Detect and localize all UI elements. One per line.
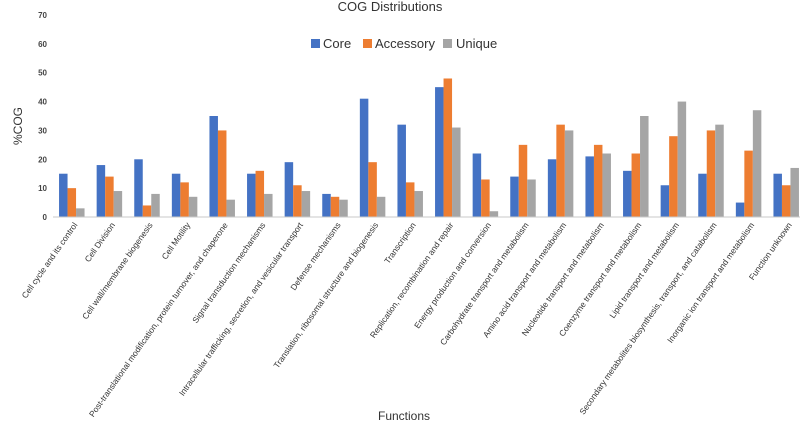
x-category-label: Energy production and conversion xyxy=(412,220,493,330)
y-axis-ticks: 0 10 20 30 40 50 60 70 xyxy=(38,11,47,222)
bar-accessory-cell-motility xyxy=(180,182,189,217)
x-axis-category-labels: Cell cycle and its control Cell DivisionC… xyxy=(19,220,794,419)
legend-swatch-accessory xyxy=(363,39,372,48)
y-tick-label: 30 xyxy=(38,126,47,135)
bar-unique-nucleotide-transport-and-metabolism xyxy=(602,153,611,217)
x-category-label: Signal transduction mechanisms xyxy=(190,220,267,325)
bar-accessory-cell-cycle-and-its-control xyxy=(67,188,77,217)
bar-core-nucleotide-transport-and-metabolism xyxy=(585,156,594,217)
y-tick-label: 0 xyxy=(43,213,48,222)
x-category-label: Cell cycle and its control xyxy=(19,220,79,300)
bar-unique-energy-production-and-conversion xyxy=(489,211,499,217)
bar-core-signal-transduction-mechanisms xyxy=(247,173,256,217)
bar-accessory-amino-acid-transport-and-metabolism xyxy=(556,124,565,217)
bar-unique-defense-mechanisms xyxy=(339,199,348,217)
y-tick-label: 60 xyxy=(38,40,47,49)
bar-core-carbohydrate-transport-and-metabolism xyxy=(510,176,519,217)
bar-core-cell-motility xyxy=(171,173,181,217)
bar-unique-cell-wall-membrane-biogenesis xyxy=(151,193,160,217)
bar-accessory-energy-production-and-conversion xyxy=(481,179,490,217)
legend-label-unique: Unique xyxy=(456,36,497,51)
legend-swatch-unique xyxy=(443,39,452,48)
bar-accessory-translation-ribosomal-structure-and-biogenesis xyxy=(368,162,377,217)
bar-accessory-replication-recombination-and-repair xyxy=(443,78,453,218)
bar-accessory-coenzyme-transport-and-metabolism xyxy=(631,153,641,217)
bar-core-translation-ribosomal-structure-and-biogenesis xyxy=(359,98,369,217)
legend-label-accessory: Accessory xyxy=(375,36,435,51)
bars xyxy=(59,78,799,218)
bar-accessory-cell-division xyxy=(105,176,114,217)
bar-core-energy-production-and-conversion xyxy=(472,153,482,217)
bar-unique-cell-motility xyxy=(188,196,198,217)
legend: Core Accessory Unique xyxy=(311,36,497,51)
x-category-label: Lipid transport and metabolism xyxy=(607,220,681,320)
x-category-label: Secondary metabolites biosynthesis, tran… xyxy=(577,220,718,416)
bar-accessory-transcription xyxy=(405,182,415,217)
bar-unique-intracellular-trafficking-secretion-and-vesicular-transport xyxy=(301,191,311,217)
bar-core-lipid-transport-and-metabolism xyxy=(660,185,670,217)
bar-core-post-translational-modification-protein-turnover-and-chaperone xyxy=(209,116,218,217)
y-tick-label: 10 xyxy=(38,184,47,193)
bar-unique-lipid-transport-and-metabolism xyxy=(677,101,687,217)
bar-accessory-nucleotide-transport-and-metabolism xyxy=(593,144,603,217)
y-tick-label: 50 xyxy=(38,69,47,78)
bar-accessory-function-unknown xyxy=(781,185,791,217)
bar-core-intracellular-trafficking-secretion-and-vesicular-transport xyxy=(284,162,294,217)
bar-accessory-signal-transduction-mechanisms xyxy=(255,170,265,217)
bar-core-coenzyme-transport-and-metabolism xyxy=(623,170,632,217)
bar-accessory-secondary-metabolites-biosynthesis-transport-and-catabolism xyxy=(706,130,716,217)
bar-unique-cell-cycle-and-its-control xyxy=(76,208,85,217)
bar-unique-carbohydrate-transport-and-metabolism xyxy=(527,179,536,217)
bar-accessory-post-translational-modification-protein-turnover-and-chaperone xyxy=(217,130,227,217)
y-tick-label: 20 xyxy=(38,155,47,164)
legend-swatch-core xyxy=(311,39,320,48)
bar-accessory-defense-mechanisms xyxy=(330,196,340,217)
bar-unique-post-translational-modification-protein-turnover-and-chaperone xyxy=(226,199,235,217)
bar-core-amino-acid-transport-and-metabolism xyxy=(547,159,557,217)
bar-unique-function-unknown xyxy=(790,167,799,217)
bar-unique-amino-acid-transport-and-metabolism xyxy=(564,130,574,217)
bar-accessory-lipid-transport-and-metabolism xyxy=(669,136,678,217)
y-tick-label: 70 xyxy=(38,11,47,20)
bar-unique-coenzyme-transport-and-metabolism xyxy=(640,116,649,217)
x-category-label: Cell Division xyxy=(82,220,117,264)
x-category-label: Nucleotide transport and metabolism xyxy=(519,220,605,337)
bar-unique-replication-recombination-and-repair xyxy=(452,127,461,217)
x-category-label: Transcription xyxy=(382,220,418,265)
bar-accessory-intracellular-trafficking-secretion-and-vesicular-transport xyxy=(293,185,302,217)
bar-unique-transcription xyxy=(414,191,423,217)
y-axis-label: %COG xyxy=(11,107,25,145)
bar-unique-signal-transduction-mechanisms xyxy=(264,193,273,217)
bar-accessory-cell-wall-membrane-biogenesis xyxy=(142,205,152,217)
bar-core-cell-division xyxy=(96,165,106,217)
bar-core-function-unknown xyxy=(773,173,782,217)
x-category-label: Post-translational modification, protein… xyxy=(87,220,230,419)
chart-title: COG Distributions xyxy=(338,0,443,14)
legend-label-core: Core xyxy=(323,36,351,51)
bar-unique-translation-ribosomal-structure-and-biogenesis xyxy=(376,196,386,217)
x-axis-label: Functions xyxy=(378,409,430,423)
bar-core-secondary-metabolites-biosynthesis-transport-and-catabolism xyxy=(698,173,707,217)
bar-core-defense-mechanisms xyxy=(322,193,331,217)
bar-accessory-inorganic-ion-transport-and-metabolism xyxy=(744,150,753,217)
bar-core-replication-recombination-and-repair xyxy=(435,87,444,217)
x-category-label: Cell Motility xyxy=(159,220,192,261)
bar-core-inorganic-ion-transport-and-metabolism xyxy=(735,202,745,217)
bar-core-cell-wall-membrane-biogenesis xyxy=(134,159,143,217)
bar-core-transcription xyxy=(397,124,406,217)
bar-unique-secondary-metabolites-biosynthesis-transport-and-catabolism xyxy=(715,124,724,217)
bar-unique-inorganic-ion-transport-and-metabolism xyxy=(752,110,762,217)
bar-accessory-carbohydrate-transport-and-metabolism xyxy=(518,144,528,217)
bar-unique-cell-division xyxy=(113,191,123,217)
x-category-label: Cell wall/membrane biogenesis xyxy=(80,220,155,321)
y-tick-label: 40 xyxy=(38,98,47,107)
bar-core-cell-cycle-and-its-control xyxy=(59,173,68,217)
